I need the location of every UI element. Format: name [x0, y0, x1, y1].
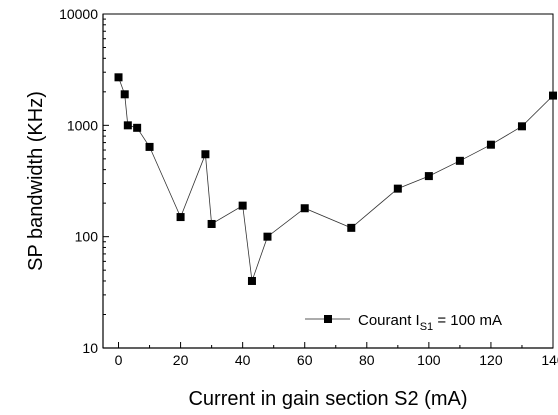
x-tick-label: 140 [541, 352, 558, 368]
data-point [133, 123, 142, 132]
data-point [238, 201, 247, 210]
data-point [517, 122, 526, 131]
x-tick-label: 40 [235, 352, 251, 368]
legend-label-sub: S1 [420, 321, 433, 333]
y-tick-label: 10 [82, 340, 98, 356]
legend-label-suffix: = 100 mA [433, 312, 502, 329]
data-point [300, 204, 309, 213]
x-tick-label: 20 [173, 352, 189, 368]
series-layer [114, 73, 557, 285]
data-point [455, 156, 464, 165]
data-point [120, 90, 129, 99]
data-point [247, 276, 256, 285]
plot-frame [102, 13, 554, 349]
x-tick-label: 80 [359, 352, 375, 368]
data-point [424, 172, 433, 181]
x-tick-label: 120 [479, 352, 503, 368]
legend-marker [324, 315, 332, 323]
data-point [347, 223, 356, 232]
y-ticks: 10 100 1000 10000 [59, 6, 109, 356]
series-line [118, 77, 554, 282]
data-point [486, 140, 495, 149]
x-tick-label: 100 [417, 352, 441, 368]
data-point [176, 213, 185, 222]
data-point [114, 73, 123, 82]
x-tick-label: 60 [297, 352, 313, 368]
data-point [393, 184, 402, 193]
x-tick-label: 0 [115, 352, 123, 368]
x-axis-title: Current in gain section S2 (mA) [188, 388, 467, 410]
plot-area: 0 20 40 60 80 100 120 140 10 100 1000 10000 [59, 6, 558, 368]
legend-label-main: Courant I [358, 312, 420, 329]
data-point [145, 142, 154, 151]
legend-label: Courant IS1 = 100 mA [358, 312, 502, 333]
data-point [207, 219, 216, 228]
y-tick-label: 10000 [59, 6, 98, 22]
data-point [263, 232, 272, 241]
x-ticks: 0 20 40 60 80 100 120 140 [115, 342, 558, 368]
data-point [123, 121, 132, 130]
y-axis-title: SP bandwidth (KHz) [25, 91, 47, 271]
y-tick-label: 100 [75, 229, 99, 245]
data-point [201, 150, 210, 159]
legend: Courant IS1 = 100 mA [305, 312, 502, 333]
data-point [549, 91, 557, 100]
y-tick-label: 1000 [67, 117, 98, 133]
